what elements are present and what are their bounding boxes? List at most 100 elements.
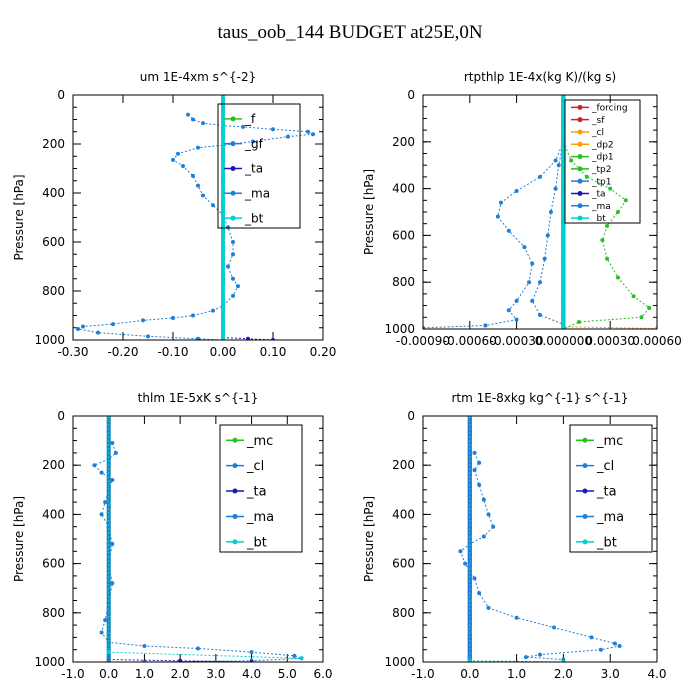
series-line (76, 114, 315, 340)
data-point (523, 655, 528, 660)
legend-label: _bt (244, 211, 264, 225)
data-point (221, 297, 225, 300)
legend-marker (232, 513, 238, 519)
data-point (249, 650, 254, 655)
data-point (561, 316, 566, 319)
data-point (221, 106, 225, 109)
data-point (569, 158, 574, 163)
data-point (467, 582, 472, 585)
data-point (221, 147, 225, 150)
data-point (221, 96, 225, 99)
data-point (561, 302, 566, 305)
data-point (106, 437, 111, 440)
data-point (514, 298, 519, 303)
data-point (561, 196, 566, 199)
data-point (612, 641, 617, 646)
data-point (106, 542, 111, 545)
data-point (311, 132, 315, 137)
data-point (96, 330, 100, 335)
chart-panel-1: um 1E-4xm s^{-2} Pressure [hPa] 0 200 400 600… (12, 70, 336, 359)
data-point (221, 245, 225, 248)
data-point (221, 145, 225, 148)
data-point (271, 127, 275, 132)
data-point (106, 614, 111, 617)
x-tick-label: 0.000000 (535, 334, 592, 348)
data-point (221, 299, 225, 302)
data-point (106, 474, 111, 477)
data-point (538, 312, 542, 317)
data-point (221, 201, 225, 204)
data-point (467, 434, 472, 437)
data-point (467, 646, 472, 649)
data-point (221, 319, 225, 322)
data-point (561, 283, 566, 286)
chart-title: thlm 1E-5xK s^{-1} (138, 391, 259, 405)
data-point (561, 227, 566, 230)
data-point (561, 215, 566, 218)
plot-area (92, 416, 304, 662)
data-point (561, 110, 566, 113)
x-tick-label: 1.0 (507, 667, 526, 681)
data-point (191, 173, 195, 178)
data-point (106, 653, 111, 656)
legend-marker (577, 215, 583, 221)
data-point (231, 252, 235, 257)
data-point (106, 429, 111, 432)
data-point (221, 133, 225, 136)
data-point (306, 129, 310, 134)
legend-label: _ta (246, 485, 267, 500)
legend-label: _cl (591, 128, 604, 138)
data-point (530, 298, 535, 303)
legend-label: _sf (591, 116, 605, 126)
data-point (106, 650, 111, 655)
data-point (561, 122, 566, 125)
plot-frame (72, 94, 324, 341)
legend-marker (582, 437, 588, 443)
x-tick-label: 2.0 (554, 667, 573, 681)
data-point (561, 264, 566, 267)
data-point (467, 481, 472, 484)
data-point (561, 119, 566, 122)
data-point (561, 248, 566, 251)
data-point (467, 469, 472, 472)
legend-marker (577, 104, 583, 110)
data-point (556, 163, 561, 168)
data-point (221, 326, 225, 329)
legend-label: _forcing (591, 104, 628, 114)
data-point (561, 124, 566, 127)
y-axis-label: Pressure [hPa] (12, 496, 26, 582)
series-line (562, 141, 650, 329)
data-point (467, 506, 472, 509)
data-point (538, 174, 542, 179)
data-point (221, 123, 225, 126)
data-point (103, 500, 108, 505)
y-tick-label: 600 (42, 557, 65, 571)
data-point (467, 525, 472, 528)
data-point (561, 108, 566, 111)
data-point (527, 280, 532, 285)
data-point (211, 308, 215, 313)
data-point (106, 518, 111, 521)
chart-panel-2: rtpthlp 1E-4x(kg K)/(kg s) Pressure [hPa]… (362, 70, 682, 348)
data-point (467, 577, 472, 580)
data-point (106, 466, 111, 469)
data-point (467, 466, 472, 469)
data-point (103, 618, 108, 623)
data-point (467, 589, 472, 592)
data-point (106, 629, 111, 632)
data-point (472, 468, 477, 473)
data-point (561, 292, 566, 295)
y-tick-label: 600 (392, 557, 415, 571)
data-point (589, 635, 594, 640)
series-line (531, 141, 564, 325)
data-point (221, 174, 225, 177)
x-tick-label: -0.00060 (443, 334, 497, 348)
data-point (561, 187, 566, 190)
data-point (561, 150, 566, 153)
data-point (561, 136, 566, 139)
data-point (514, 615, 519, 620)
data-point (561, 173, 566, 176)
data-point (506, 228, 511, 233)
data-point (467, 518, 472, 521)
data-point (201, 121, 205, 126)
